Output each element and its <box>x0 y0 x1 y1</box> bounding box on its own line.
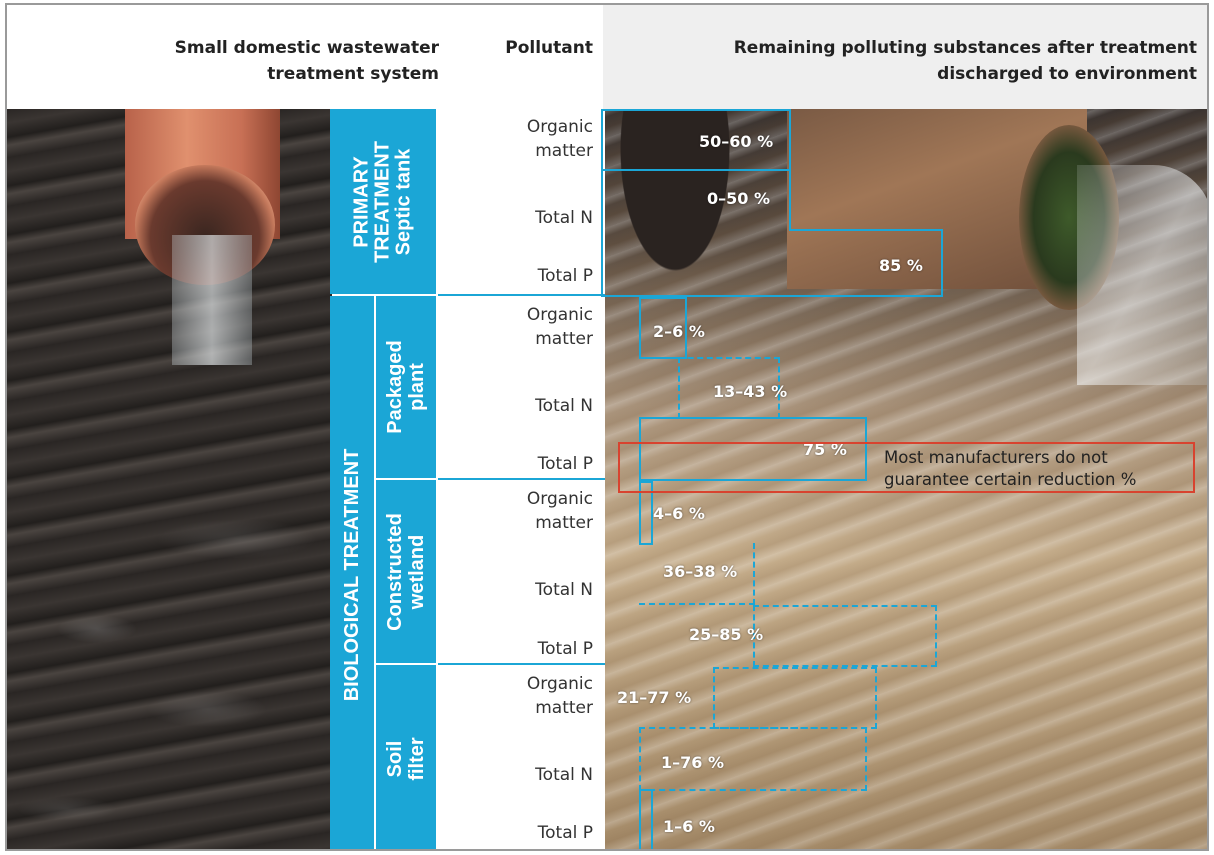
manufacturer-note-line1: Most manufacturers do not <box>884 448 1108 467</box>
constructed-wetland-line2: wetland <box>406 534 428 609</box>
value-wetland-n: 36–38 % <box>663 562 738 581</box>
value-septic-p: 85 % <box>879 256 923 275</box>
pollutant-divider <box>438 478 605 480</box>
primary-treatment-line2: TREATMENT <box>371 140 394 263</box>
pollutant-organic-line2: matter <box>535 141 593 161</box>
packaged-plant-label: Packaged plant <box>384 340 428 433</box>
pollutant-p-septic: Total P <box>537 266 593 286</box>
pollutant-p-soil: Total P <box>537 823 593 843</box>
pollutant-divider <box>438 294 605 296</box>
manufacturer-note-line2: guarantee certain reduction % <box>884 470 1137 489</box>
pollutant-organic-packaged: Organic matter <box>527 303 593 351</box>
pollutant-p-packaged: Total P <box>537 454 593 474</box>
bar-soil-p <box>639 789 653 849</box>
header-system-title-line2: treatment system <box>267 64 439 84</box>
pollutant-organic-line2: matter <box>535 513 593 533</box>
biological-treatment-block: BIOLOGICAL TREATMENT <box>330 296 374 849</box>
value-soil-p: 1–6 % <box>663 817 715 836</box>
soil-filter-block: Soil filter <box>376 665 436 849</box>
packaged-plant-block: Packaged plant <box>376 296 436 478</box>
pollutant-organic-wetland: Organic matter <box>527 487 593 535</box>
pollutant-n-septic: Total N <box>535 208 593 228</box>
pollutant-organic-line1: Organic <box>526 117 593 137</box>
value-soil-organic: 21–77 % <box>617 688 692 707</box>
pollutant-n-soil: Total N <box>535 765 593 785</box>
pipe-outflow-image <box>172 235 252 365</box>
manufacturer-note-text: Most manufacturers do not guarantee cert… <box>884 447 1194 491</box>
pollutant-n-packaged: Total N <box>535 396 593 416</box>
constructed-wetland-line1: Constructed <box>384 512 406 631</box>
bar-packaged-organic <box>639 297 687 359</box>
header-pollutant-title: Pollutant <box>505 38 593 58</box>
value-packaged-p: 75 % <box>803 440 847 459</box>
value-soil-n: 1–76 % <box>661 753 724 772</box>
pollutant-organic-soil: Organic matter <box>527 672 593 720</box>
biological-treatment-label: BIOLOGICAL TREATMENT <box>341 448 363 701</box>
bar-soil-organic <box>713 667 877 729</box>
pollutant-n-wetland: Total N <box>535 580 593 600</box>
bar-soil-n <box>639 727 867 791</box>
pollutant-organic-line2: matter <box>535 698 593 718</box>
diagram-frame: Small domestic wastewater treatment syst… <box>5 3 1209 851</box>
bar-septic-n-step <box>789 229 943 231</box>
header-system-title: Small domestic wastewater treatment syst… <box>167 35 439 87</box>
pollutant-column: Organic matter Total N Total P Organic m… <box>438 109 605 849</box>
bar-packaged-p <box>639 417 867 481</box>
header-shaded-area <box>603 5 1207 109</box>
packaged-plant-line2: plant <box>406 363 428 411</box>
pollutant-organic-septic: Organic matter <box>527 115 593 163</box>
primary-treatment-line1: PRIMARY <box>350 155 373 248</box>
soil-filter-label: Soil filter <box>384 737 428 780</box>
header-remaining-title-line2: discharged to environment <box>937 64 1197 84</box>
pollutant-organic-line1: Organic <box>526 305 593 325</box>
septic-tank-label: Septic tank <box>392 148 415 255</box>
pollutant-organic-line1: Organic <box>526 674 593 694</box>
value-wetland-organic: 4–6 % <box>653 504 705 523</box>
clear-outflow-image <box>1077 165 1207 385</box>
pollutant-p-wetland: Total P <box>537 639 593 659</box>
value-packaged-n: 13–43 % <box>713 382 788 401</box>
soil-filter-line1: Soil <box>384 740 406 778</box>
bar-septic-organic <box>601 109 791 171</box>
value-wetland-p: 25–85 % <box>689 625 764 644</box>
bar-wetland-organic <box>639 481 653 545</box>
bar-wetland-p <box>753 605 937 667</box>
constructed-wetland-label: Constructed wetland <box>384 513 428 631</box>
packaged-plant-line1: Packaged <box>384 340 406 434</box>
manufacturer-note-box <box>618 442 1195 493</box>
value-septic-organic: 50–60 % <box>699 132 774 151</box>
primary-treatment-label: PRIMARY TREATMENT Septic tank <box>350 140 415 263</box>
pollutant-organic-line2: matter <box>535 329 593 349</box>
bar-wetland-n <box>639 543 755 605</box>
constructed-wetland-block: Constructed wetland <box>376 480 436 663</box>
header-remaining-title: Remaining polluting substances after tre… <box>607 35 1197 87</box>
primary-treatment-block: PRIMARY TREATMENT Septic tank <box>330 109 436 294</box>
value-septic-n: 0–50 % <box>707 189 770 208</box>
bar-septic-n <box>601 169 791 231</box>
bar-septic-p <box>601 229 943 297</box>
pollutant-organic-line1: Organic <box>526 489 593 509</box>
header-remaining-title-line1: Remaining polluting substances after tre… <box>733 38 1197 58</box>
soil-filter-line2: filter <box>406 737 428 781</box>
pollutant-divider <box>438 663 605 665</box>
value-packaged-organic: 2–6 % <box>653 322 705 341</box>
header-system-title-line1: Small domestic wastewater <box>174 38 439 58</box>
